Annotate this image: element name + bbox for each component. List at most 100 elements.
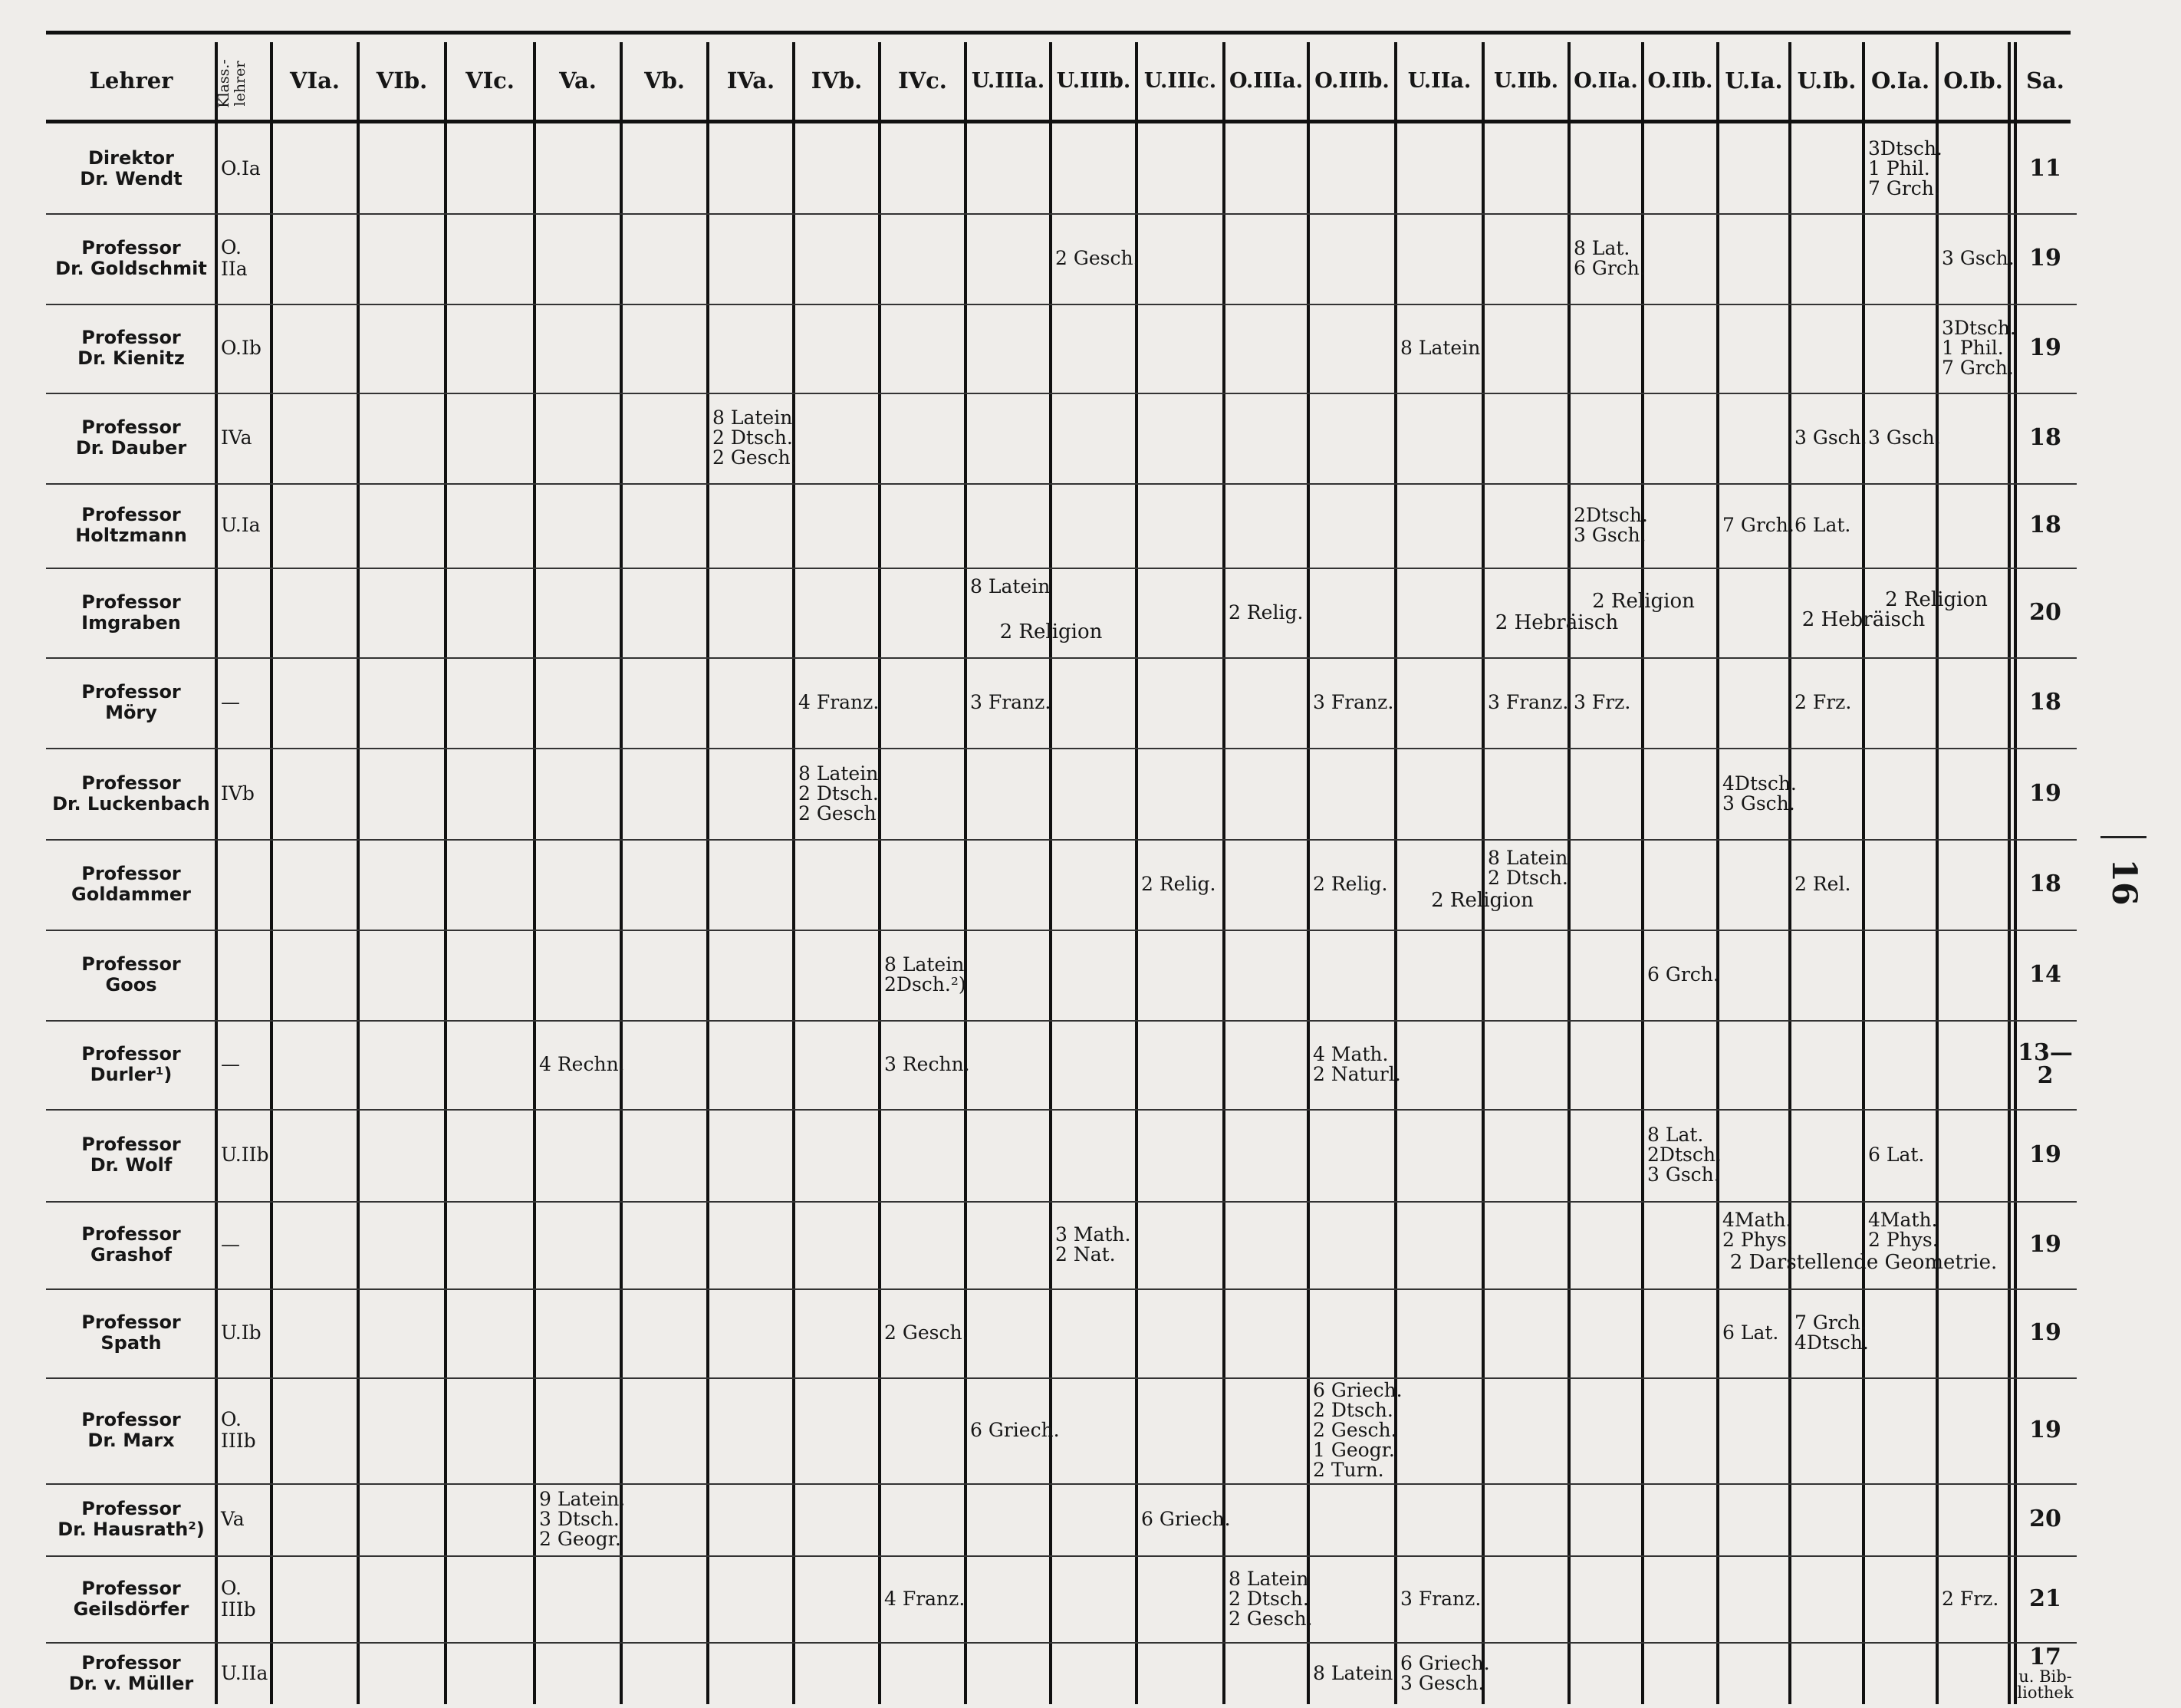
column-rule [1307, 42, 1310, 1704]
hours-total-cell: 18 [2015, 657, 2075, 748]
hours-total-cell: 21 [2015, 1555, 2075, 1642]
column-rule [1394, 42, 1397, 1704]
lesson-entry: 6 Lat. [1794, 483, 1862, 568]
header-class: VIb. [376, 67, 428, 94]
lesson-entry: 8 Latein 2 Dtsch. [1488, 839, 1568, 930]
lesson-line: 3 Gesch. [1400, 1671, 1485, 1694]
lesson-line: 3 Gsch. [1647, 1163, 1720, 1186]
row-rule [46, 483, 2077, 485]
lesson-entry: 7 Grch. [1722, 483, 1794, 568]
teacher-name: Dr. Luckenbach [52, 792, 210, 815]
column-rule [533, 42, 536, 1704]
teacher-name-cell: Professor Goos [46, 930, 216, 1020]
header-class: O.IIIa. [1229, 68, 1304, 93]
class-teacher-cell: O. IIIb [216, 1377, 271, 1483]
column-rule [357, 42, 360, 1704]
lesson-line: 3Dtsch. [1942, 317, 2016, 339]
class-teacher-cell: IVa [216, 393, 271, 483]
column-rule [1862, 42, 1865, 1704]
column-rule [878, 42, 881, 1704]
teacher-title: Professor [81, 591, 181, 613]
lesson-line: 6 Lat. [1868, 1144, 1925, 1166]
lesson-entry: 3 Gsch. [1868, 393, 1941, 483]
teacher-name-cell: Professor Goldammer [46, 839, 216, 930]
lesson-line: 2 Gesch. [884, 1321, 969, 1344]
column-rule [1936, 42, 1939, 1704]
lesson-entry: 3 Rechn. [884, 1020, 970, 1109]
lesson-line: 2 Gesch. [798, 801, 883, 824]
lesson-entry: 6 Lat. [1868, 1109, 1936, 1201]
header-lehrer: Lehrer [89, 67, 173, 94]
class-teacher-text: IIIb [221, 1430, 256, 1452]
teacher-name: Goldammer [71, 884, 191, 905]
lesson-line: 2 Gesch. [1055, 247, 1140, 269]
lesson-line: 7 Grch. [1794, 1311, 1867, 1334]
row-rule [46, 1555, 2077, 1557]
lesson-line: 4 Math. [1313, 1043, 1389, 1065]
class-teacher-text: — [221, 1053, 240, 1075]
class-teacher-text: Va [221, 1508, 245, 1530]
lesson-entry: 8 Latein [970, 568, 1050, 657]
row-rule [46, 1642, 2077, 1644]
lesson-line: 3 Gsch. [1794, 426, 1867, 449]
class-teacher-text: — [221, 691, 240, 713]
lesson-line: 2 Relig. [1141, 873, 1216, 895]
class-teacher-text: U.IIb [221, 1144, 269, 1166]
class-teacher-text: O.Ib [221, 337, 262, 359]
row-rule [46, 1288, 2077, 1290]
lesson-line: 2 Relig. [1313, 873, 1388, 895]
lesson-line: 3 Franz. [1488, 691, 1569, 713]
lesson-line: 8 Latein [1400, 337, 1481, 359]
lesson-entry: 2 Gesch. [884, 1288, 969, 1377]
lesson-entry: 3 Franz. [1488, 657, 1569, 748]
lesson-line: 2 Frz. [1794, 691, 1852, 713]
teacher-name: Möry [105, 702, 157, 723]
lesson-line: 3 Gsch. [1574, 524, 1646, 546]
lesson-entry: 3Dtsch. 1 Phil. 7 Grch. [1868, 124, 1943, 213]
lesson-line: 4Dtsch. [1794, 1331, 1869, 1354]
lesson-entry: 3 Math. 2 Nat. [1055, 1201, 1135, 1288]
teacher-name-cell: Professor Holtzmann [46, 483, 216, 568]
lesson-line: 7 Grch. [1868, 177, 1940, 199]
lesson-entry: 8 Latein 2Dsch.²) [884, 930, 966, 1020]
header-class: U.IIIc. [1143, 68, 1217, 93]
header-class: U.Ia. [1725, 67, 1783, 94]
lesson-entry: 6 Lat. [1722, 1288, 1788, 1377]
lesson-entry: 4 Franz. [884, 1555, 965, 1642]
class-teacher-text: O. [221, 1408, 242, 1430]
hours-total-text: 18 [2029, 689, 2061, 716]
lesson-entry: 8 Latein 2 Dtsch. 2 Gesch. [712, 393, 797, 483]
lesson-line: 1 Geogr. [1313, 1439, 1395, 1461]
column-rule [1788, 42, 1791, 1704]
class-teacher-cell: U.Ia [216, 483, 271, 568]
class-teacher-cell: U.IIb [216, 1109, 271, 1201]
teacher-name-cell: Professor Dr. Luckenbach [46, 748, 216, 839]
lesson-line: 2 Dtsch. [798, 782, 879, 805]
teacher-name: Grashof [90, 1244, 173, 1265]
hours-total-text: 20 [2029, 598, 2061, 626]
hours-total-text: 14 [2029, 961, 2061, 988]
teacher-name-cell: Professor Dr. Goldschmit [46, 213, 216, 304]
lesson-line: 8 Latein [798, 762, 879, 785]
lesson-line: 6 Grch. [1647, 963, 1719, 986]
row-rule [46, 213, 2077, 215]
lesson-entry: 3 Gsch. [1942, 213, 2015, 304]
lesson-entry: 2Dtsch. 3 Gsch. [1574, 483, 1648, 568]
class-teacher-text: O. [221, 1576, 242, 1599]
teacher-name: Dr. Wolf [90, 1154, 173, 1176]
hours-total-text: liothek [2017, 1683, 2074, 1702]
lesson-line: 2 Phys. [1868, 1229, 1939, 1251]
lesson-line: 4Math. [1868, 1209, 1938, 1231]
class-teacher-cell: O.Ib [216, 304, 271, 393]
header-class: Va. [559, 67, 597, 94]
lesson-entry: 3Dtsch. 1 Phil. 7 Grch. [1942, 304, 2016, 393]
row-rule [46, 1020, 2077, 1022]
header-class: O.IIa. [1574, 68, 1638, 93]
page-number-rule [2100, 836, 2146, 838]
lesson-entry: 3 Franz. [1313, 657, 1394, 748]
lesson-entry: 3 Frz. [1574, 657, 1641, 748]
row-rule [46, 657, 2077, 659]
hours-total-cell: 20 [2015, 1483, 2075, 1555]
lesson-line: 2 Dtsch. [1313, 1399, 1393, 1421]
